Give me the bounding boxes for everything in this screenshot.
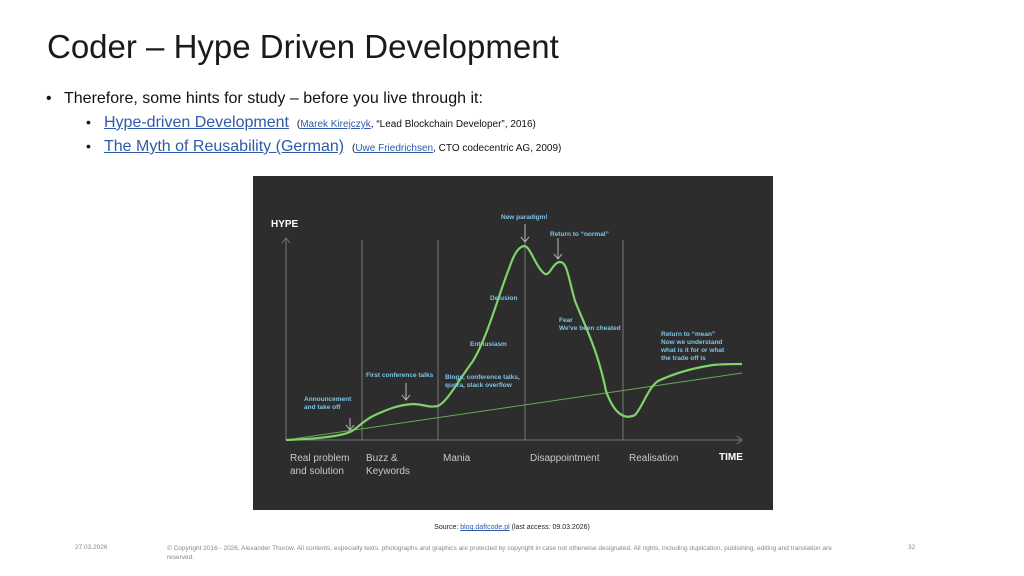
annotation: Fear We've been cheated <box>559 317 621 332</box>
paren: ( <box>351 143 356 154</box>
y-axis-label: HYPE <box>271 219 299 230</box>
annotation: First conference talks <box>366 372 434 379</box>
arrow-head <box>401 394 411 401</box>
annotation: Delusion <box>490 295 518 302</box>
source-link[interactable]: blog.daftcode.pl <box>460 524 510 531</box>
reference-item: • The Myth of Reusability (German) (Uwe F… <box>86 138 562 155</box>
annotation: Enthusiasm <box>470 341 507 348</box>
source-caption: Source: blog.daftcode.pl (last access: 0… <box>0 524 1024 531</box>
reference-details: , CTO codecentric AG, 2009) <box>433 143 562 154</box>
phase-label: Realisation <box>629 453 679 464</box>
phase-label: Real problem and solution <box>290 453 350 477</box>
source-suffix: (last access: 09.03.2026) <box>509 524 590 531</box>
annotation: Blogs, conference talks, quora, stack ov… <box>445 374 520 389</box>
slide-title: Coder – Hype Driven Development <box>47 28 559 65</box>
reference-details: , “Lead Blockchain Developer”, 2016) <box>370 119 536 130</box>
bullet-main: • Therefore, some hints for study – befor… <box>46 90 483 107</box>
page-number: 32 <box>908 544 916 551</box>
phase-label: Disappointment <box>530 453 600 464</box>
bullet-text: Therefore, some hints for study – before… <box>64 90 483 107</box>
footer-date: 27.03.2026 <box>75 544 108 551</box>
reference-link[interactable]: The Myth of Reusability (German) <box>104 138 345 155</box>
reference-item: • Hype-driven Development (Marek Kirejczy… <box>86 114 536 131</box>
author-link[interactable]: Uwe Friedrichsen <box>355 143 434 154</box>
arrow-head <box>520 236 530 243</box>
arrow-head <box>553 253 563 260</box>
hype-cycle-diagram: HYPE TIME Real problem and solution Buzz… <box>253 176 773 510</box>
trend-line <box>285 372 743 441</box>
annotation: Return to “normal” <box>550 231 609 238</box>
phase-label: Mania <box>443 453 471 464</box>
footer-copyright: © Copyright 2016 - 2026, Alexander Thuro… <box>167 545 832 561</box>
annotation: Return to “mean” Now we understand what … <box>661 331 725 362</box>
annotation: Announcement and take off <box>304 396 352 411</box>
hype-curve <box>285 244 743 442</box>
x-axis-arrow <box>736 435 743 445</box>
x-axis-label: TIME <box>719 452 743 463</box>
paren: ( <box>296 119 301 130</box>
y-axis-arrow <box>281 237 291 244</box>
arrow-head <box>345 424 355 431</box>
diagram-canvas <box>281 224 743 445</box>
reference-link[interactable]: Hype-driven Development <box>104 114 289 131</box>
source-prefix: Source: <box>434 524 461 531</box>
phase-label: Buzz & Keywords <box>366 453 410 477</box>
author-link[interactable]: Marek Kirejczyk <box>300 119 371 130</box>
annotation: New paradigm! <box>501 214 548 221</box>
